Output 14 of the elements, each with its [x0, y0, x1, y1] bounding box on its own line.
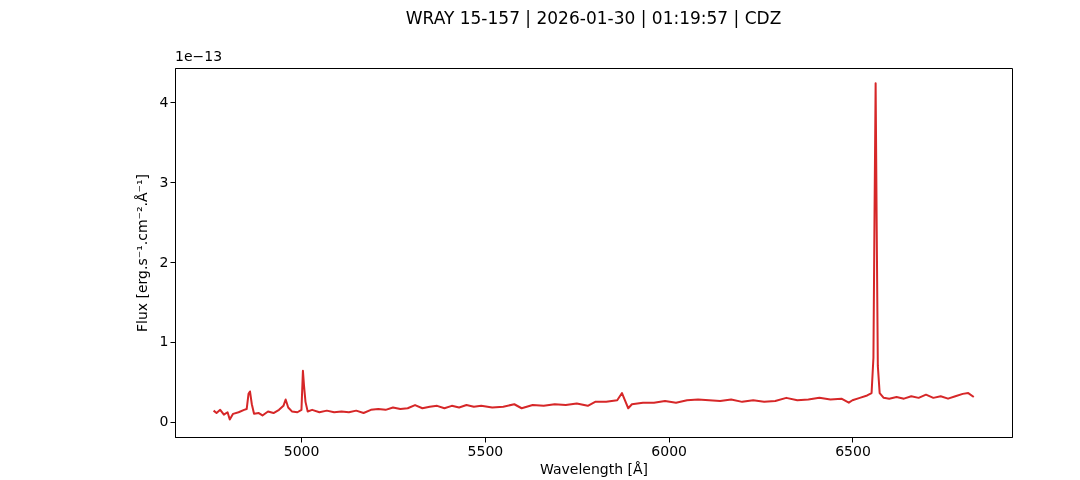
x-axis-title: Wavelength [Å]	[539, 460, 649, 477]
y-tick-label: 1	[159, 333, 169, 350]
line-series	[212, 82, 975, 421]
y-axis-title: Flux [erg.s⁻¹.cm⁻².Å⁻¹]	[133, 173, 150, 333]
y-tick-label: 0	[159, 413, 169, 430]
x-tick-label: 5000	[283, 442, 320, 459]
text: 1e−13	[175, 48, 223, 64]
y-tick-label: 4	[159, 93, 169, 110]
y-tick-label: 3	[159, 173, 169, 190]
chart-title: WRAY 15-157 | 2026-01-30 | 01:19:57 | CDZ	[405, 8, 782, 28]
x-tick-label: 6000	[651, 442, 687, 459]
x-tick-label: 5500	[467, 442, 504, 459]
y-tick-label: 2	[159, 253, 169, 270]
x-tick-label: 6500	[835, 442, 871, 459]
